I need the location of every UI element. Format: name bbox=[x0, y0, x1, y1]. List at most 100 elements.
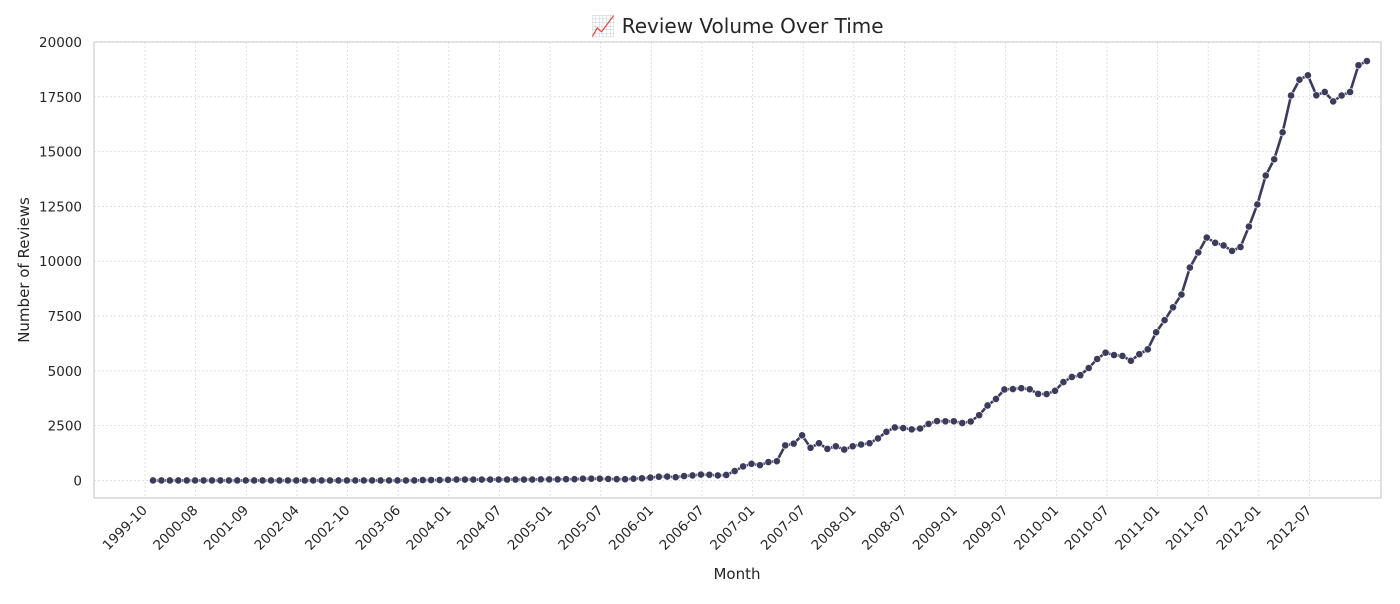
data-point bbox=[258, 476, 267, 485]
data-point bbox=[435, 476, 444, 484]
data-point bbox=[747, 459, 756, 468]
data-point bbox=[241, 476, 250, 485]
data-point bbox=[1245, 222, 1253, 231]
data-point bbox=[1034, 389, 1043, 398]
y-tick-label: 12500 bbox=[39, 199, 82, 215]
data-point bbox=[469, 475, 478, 484]
data-point bbox=[992, 395, 1000, 403]
data-point bbox=[1017, 384, 1026, 393]
data-point bbox=[351, 476, 360, 485]
data-point bbox=[562, 475, 570, 484]
data-point bbox=[1202, 233, 1211, 242]
data-point bbox=[174, 476, 183, 485]
data-point bbox=[697, 470, 705, 479]
data-point bbox=[309, 476, 318, 485]
y-tick-label: 5000 bbox=[48, 364, 82, 380]
data-point bbox=[1194, 248, 1203, 257]
data-point bbox=[941, 417, 950, 426]
x-tick-label: 2008-01 bbox=[808, 503, 859, 554]
data-point bbox=[224, 476, 233, 485]
data-point bbox=[1076, 371, 1085, 380]
x-tick-label: 2004-01 bbox=[403, 503, 454, 554]
data-point bbox=[570, 475, 579, 484]
data-point bbox=[604, 475, 613, 483]
data-point bbox=[663, 472, 672, 481]
data-point bbox=[1363, 57, 1371, 65]
x-tick-label: 2002-04 bbox=[252, 503, 303, 554]
x-tick-label: 2012-01 bbox=[1213, 503, 1264, 554]
data-point bbox=[1228, 247, 1236, 255]
data-point bbox=[688, 471, 697, 480]
data-point bbox=[1008, 385, 1017, 393]
data-point bbox=[730, 467, 739, 475]
x-tick-label: 2007-01 bbox=[707, 503, 758, 554]
data-point bbox=[1219, 241, 1228, 250]
data-point bbox=[587, 474, 596, 483]
data-point bbox=[1025, 385, 1034, 394]
data-point bbox=[182, 476, 191, 485]
data-point bbox=[579, 474, 587, 483]
data-point bbox=[149, 476, 157, 485]
data-point bbox=[739, 462, 747, 471]
data-point bbox=[1295, 75, 1304, 84]
data-point bbox=[461, 475, 469, 484]
data-point bbox=[1177, 290, 1186, 299]
data-point bbox=[401, 476, 410, 485]
data-point bbox=[410, 476, 419, 485]
data-point bbox=[536, 475, 545, 484]
x-tick-label: 2003-06 bbox=[353, 503, 404, 554]
data-point bbox=[250, 476, 259, 485]
x-tick-label: 2006-07 bbox=[657, 503, 708, 554]
data-point bbox=[638, 474, 646, 483]
data-point bbox=[798, 431, 807, 440]
data-point bbox=[553, 475, 562, 484]
data-point bbox=[671, 473, 680, 482]
y-tick-label: 20000 bbox=[39, 35, 82, 51]
data-point bbox=[418, 476, 427, 484]
x-tick-label: 2011-01 bbox=[1112, 503, 1163, 554]
data-point bbox=[326, 476, 334, 485]
data-point bbox=[1000, 385, 1009, 394]
data-point bbox=[520, 475, 528, 484]
data-point bbox=[477, 475, 486, 484]
data-point bbox=[966, 417, 975, 426]
data-point bbox=[1042, 390, 1051, 398]
data-point bbox=[1312, 91, 1321, 100]
data-point bbox=[654, 472, 663, 481]
data-point bbox=[1051, 386, 1059, 395]
y-tick-label: 15000 bbox=[39, 145, 82, 161]
data-point bbox=[1084, 364, 1093, 372]
x-axis-label: Month bbox=[713, 565, 760, 583]
data-point bbox=[958, 419, 967, 427]
y-axis-label: Number of Reviews bbox=[15, 197, 33, 343]
data-point bbox=[1185, 263, 1194, 272]
x-tick-label: 2005-07 bbox=[555, 503, 606, 554]
data-point bbox=[713, 471, 722, 480]
data-point bbox=[1236, 243, 1245, 251]
data-point bbox=[916, 424, 925, 433]
data-point bbox=[705, 470, 714, 479]
data-point bbox=[1329, 97, 1338, 106]
y-tick-label: 0 bbox=[73, 473, 82, 489]
x-axis-ticks: 1999-10 2000-08 2001-09 2002-04 2002-10 2003-… bbox=[100, 503, 1316, 554]
data-point bbox=[1354, 61, 1363, 70]
data-point bbox=[1287, 91, 1295, 100]
data-point bbox=[831, 442, 840, 451]
data-point bbox=[612, 475, 621, 484]
data-point bbox=[680, 472, 688, 480]
data-point bbox=[385, 476, 393, 485]
data-point bbox=[1169, 303, 1177, 312]
x-tick-label: 2004-07 bbox=[454, 503, 505, 554]
data-points bbox=[149, 57, 1371, 485]
data-point bbox=[983, 401, 992, 410]
x-tick-label: 2001-09 bbox=[201, 503, 252, 554]
x-tick-label: 2007-07 bbox=[758, 503, 809, 554]
data-point bbox=[621, 475, 629, 484]
data-point bbox=[1126, 356, 1135, 365]
x-tick-label: 2002-10 bbox=[302, 503, 353, 554]
x-tick-label: 2000-08 bbox=[150, 503, 201, 554]
data-point bbox=[865, 439, 874, 448]
data-point bbox=[1135, 350, 1144, 359]
data-point bbox=[1152, 328, 1161, 337]
